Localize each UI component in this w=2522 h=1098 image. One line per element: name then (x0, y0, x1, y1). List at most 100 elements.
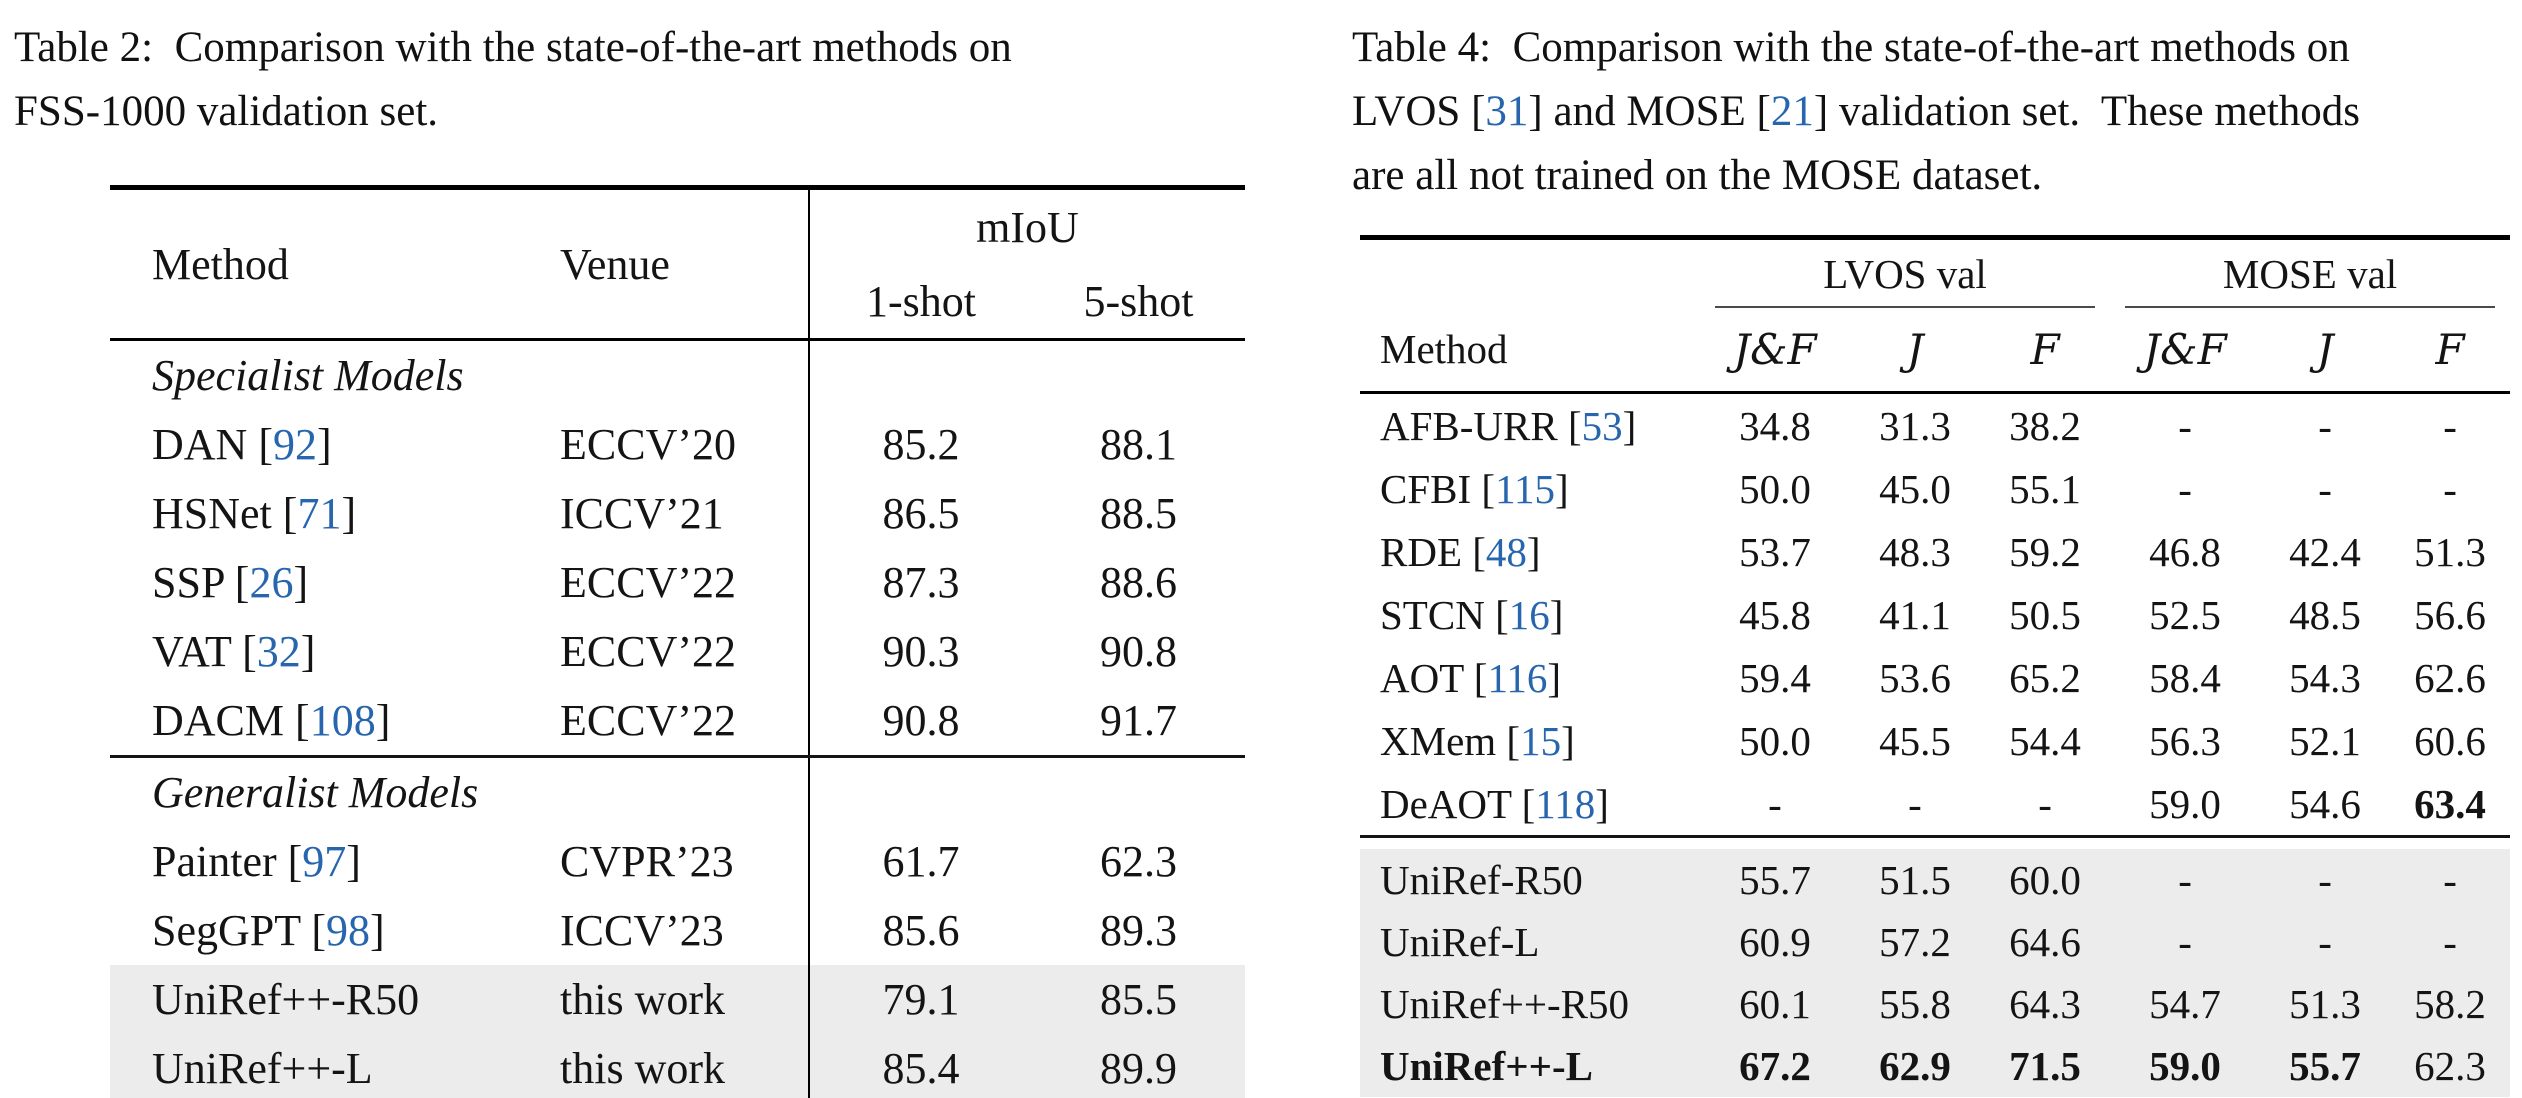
citation-bracket: [ (284, 696, 310, 745)
caption-text: Table 4: Comparison with the state-of-th… (1352, 24, 2350, 71)
caption-text: are all not trained on the MOSE dataset. (1352, 152, 2043, 199)
value-cell: 50.0 (1739, 717, 1811, 764)
table-row: UniRef-L 60.9 57.2 64.6- - - (1360, 911, 2511, 973)
value-cell: 56.3 (2149, 717, 2221, 764)
value-cell: 52.1 (2289, 717, 2361, 764)
column-header-method: Method (152, 239, 289, 289)
table-row: UniRef++-R50 this work 79.1 85.5 (110, 965, 1245, 1034)
value-cell: 71.5 (1980, 1035, 2111, 1097)
table-row: AFB-URR [53] 34.8 31.3 38.2 - - - (1360, 393, 2510, 458)
table4-header: Method LVOS val MOSE val J&F J F (1360, 240, 2511, 393)
section-divider-rule (1360, 835, 2511, 849)
value-cell: 45.5 (1879, 717, 1951, 764)
table-row: Painter [97] CVPR’23 61.7 62.3 (110, 827, 1245, 896)
citation-link[interactable]: 32 (256, 627, 301, 676)
citation-bracket: ] (1622, 402, 1637, 449)
column-header-mose-j: J (2316, 325, 2334, 374)
value-cell: 59.0 (2149, 780, 2221, 827)
table-row: UniRef++-L this work 85.4 89.9 (110, 1034, 1245, 1098)
table-row: UniRef++-L 67.2 62.9 71.5 59.0 55.7 62.3 (1360, 1035, 2511, 1097)
value-cell: 85.6 (808, 896, 1032, 965)
citation-link[interactable]: 98 (325, 906, 370, 955)
method-name: AFB-URR (1380, 402, 1558, 449)
citation-link[interactable]: 15 (1520, 717, 1562, 764)
citation-link[interactable]: 31 (1485, 88, 1529, 135)
method-cell: RDE [48] (1360, 520, 1700, 583)
method-name: DeAOT (1380, 780, 1512, 827)
table4-container: Method LVOS val MOSE val J&F J F (1360, 235, 2511, 1098)
method-cell: DACM [108] (110, 686, 556, 757)
value-cell: 67.2 (1700, 1035, 1850, 1097)
citation-link[interactable]: 53 (1581, 402, 1623, 449)
table4-body: AFB-URR [53] 34.8 31.3 38.2- - - CFBI [115] 50.… (1360, 393, 2511, 1097)
value-cell: 51.3 (2414, 528, 2486, 575)
table-row: Specialist Models (110, 339, 1245, 411)
citation-link[interactable]: 108 (309, 696, 376, 745)
citation-bracket: [ (1463, 654, 1488, 701)
method-name: UniRef++-R50 (1380, 981, 1629, 1027)
value-cell: 64.3 (1980, 973, 2111, 1035)
citation-link[interactable]: 97 (302, 837, 347, 886)
venue-cell: ICCV’21 (560, 489, 724, 538)
value-cell: 59.0 (2110, 1035, 2261, 1097)
value-cell: 50.5 (2009, 591, 2081, 638)
column-header-method: Method (1380, 326, 1508, 372)
citation-link[interactable]: 92 (272, 420, 317, 469)
table-row: DeAOT [118] - - - 59.0 54.6 63.4 (1360, 772, 2510, 837)
citation-link[interactable]: 26 (249, 558, 294, 607)
method-name: XMem (1380, 717, 1497, 764)
value-cell: 53.7 (1739, 528, 1811, 575)
table-row: RDE [48] 53.7 48.3 59.2 46.8 42.4 51.3 (1360, 520, 2510, 583)
method-name: UniRef-R50 (1380, 857, 1583, 903)
method-name: AOT (1380, 654, 1464, 701)
venue-cell: ECCV’22 (560, 627, 736, 676)
table-row: VAT [32] ECCV’22 90.3 90.8 (110, 617, 1245, 686)
method-cell: DAN [92] (110, 410, 556, 479)
citation-bracket: ] (369, 906, 385, 955)
citation-link[interactable]: 48 (1485, 528, 1527, 575)
value-cell: 85.4 (808, 1034, 1032, 1098)
table-row: SegGPT [98] ICCV’23 85.6 89.3 (110, 896, 1245, 965)
value-cell: 38.2 (2009, 402, 2081, 449)
section-divider (1360, 835, 2511, 849)
venue-cell: this work (556, 1034, 809, 1098)
method-name: DACM (152, 696, 285, 745)
method-cell: VAT [32] (110, 617, 556, 686)
citation-bracket: [ (300, 906, 326, 955)
column-group-lvos-val: LVOS val (1700, 240, 2110, 308)
citation-link[interactable]: 71 (297, 489, 342, 538)
value-cell: - (1908, 780, 1922, 827)
citation-bracket: [ (1511, 780, 1536, 827)
citation-link[interactable]: 118 (1535, 780, 1596, 827)
citation-bracket: ] (1547, 654, 1562, 701)
citation-link[interactable]: 115 (1495, 465, 1556, 512)
empty-cell (1032, 340, 1245, 411)
table2-body: Specialist Models DAN [92] ECCV’20 85.2 88.1… (110, 339, 1245, 1098)
value-cell: 59.4 (1739, 654, 1811, 701)
value-cell: 45.8 (1739, 591, 1811, 638)
citation-link[interactable]: 21 (1770, 88, 1814, 135)
empty-cell (808, 756, 1032, 827)
value-cell: - (2443, 465, 2457, 512)
table-row: SSP [26] ECCV’22 87.3 88.6 (110, 548, 1245, 617)
value-cell: 46.8 (2149, 528, 2221, 575)
column-group-miou: mIoU (808, 190, 1245, 264)
venue-cell: ECCV’22 (560, 558, 736, 607)
value-cell: 58.4 (2149, 654, 2221, 701)
value-cell: 48.5 (2289, 591, 2361, 638)
citation-link[interactable]: 16 (1508, 591, 1550, 638)
value-cell: - (2318, 402, 2332, 449)
value-cell: 88.1 (1100, 420, 1177, 469)
venue-cell: ECCV’22 (560, 696, 736, 745)
citation-link[interactable]: 116 (1487, 654, 1548, 701)
column-header-5shot: 5-shot (1083, 276, 1194, 326)
value-cell: 60.1 (1700, 973, 1850, 1035)
value-cell: 60.9 (1700, 911, 1850, 973)
citation-bracket: ] (316, 420, 332, 469)
citation-bracket: [ (223, 558, 250, 607)
method-cell: UniRef-L (1360, 911, 1700, 973)
value-cell: - (2260, 849, 2391, 911)
method-name: STCN (1380, 591, 1485, 638)
value-cell: 54.4 (2009, 717, 2081, 764)
